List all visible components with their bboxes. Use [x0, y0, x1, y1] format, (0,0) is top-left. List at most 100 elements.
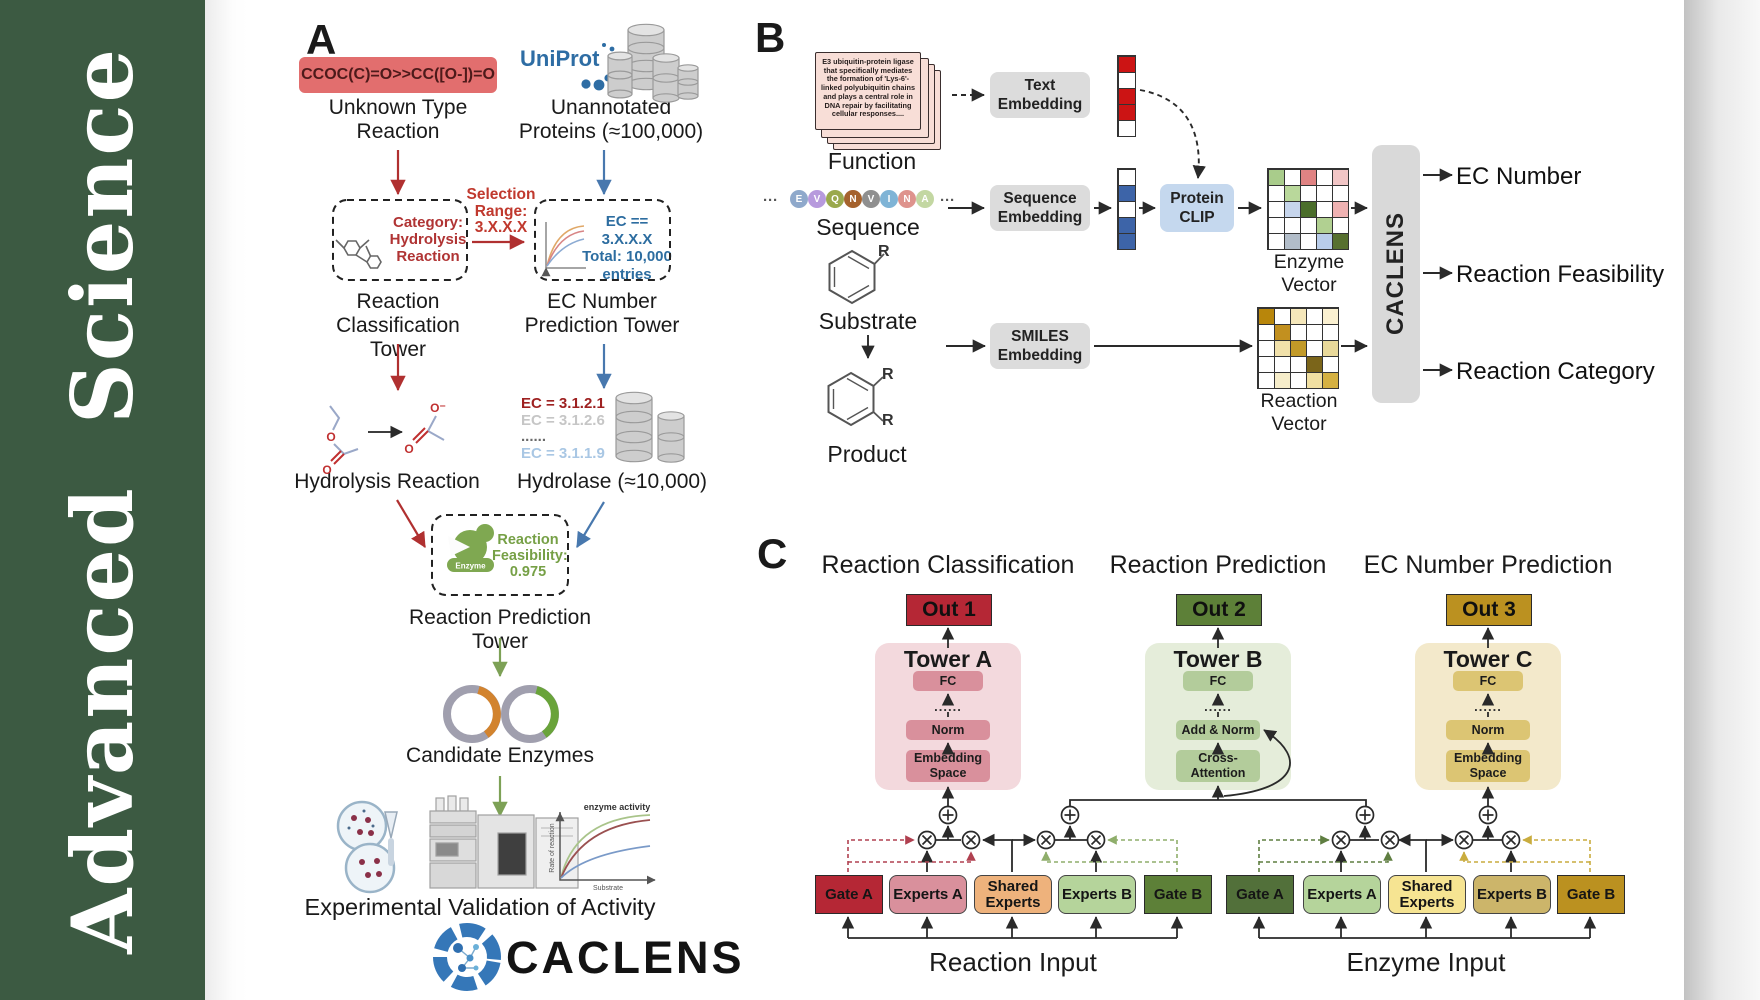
hydrolysis-reaction-label: Hydrolysis Reaction — [294, 470, 480, 493]
vector-cell — [1117, 216, 1136, 234]
journal-sidebar: Advanced Science — [0, 0, 205, 1000]
ec-candidate-line: EC = 3.1.1.9 — [521, 444, 605, 462]
tower-a-fc: FC — [913, 671, 983, 691]
vector-cell — [1117, 119, 1136, 137]
tower-c-title: Tower C — [1443, 646, 1533, 672]
residue-circle: V — [862, 190, 880, 208]
tower-c-dots: ...... — [1474, 699, 1502, 714]
selection-range-label: Selection Range: 3.X.X.X — [466, 186, 536, 236]
sequence-ellipsis-left: ··· — [763, 192, 778, 209]
reaction-vector-label: Reaction Vector — [1260, 390, 1338, 435]
grid-cell — [1315, 232, 1333, 250]
grid-cell — [1331, 232, 1349, 250]
vector-cell — [1117, 200, 1136, 218]
grid-cell — [1299, 216, 1317, 234]
caclens-model-bar: CACLENS — [1372, 145, 1420, 403]
grid-cell — [1289, 323, 1307, 341]
grid-cell — [1315, 168, 1333, 186]
tower-a-dots: ...... — [934, 699, 962, 714]
vector-cell — [1117, 55, 1136, 73]
grid-cell — [1283, 168, 1301, 186]
tower-a-title: Tower A — [903, 646, 993, 672]
reaction-prediction-tower-label: Reaction Prediction Tower — [408, 606, 592, 653]
tower-b-fc: FC — [1183, 671, 1253, 691]
enzyme-vector-grid — [1267, 168, 1349, 250]
tower-a-norm: Norm — [906, 720, 990, 740]
grid-cell — [1321, 323, 1339, 341]
ester-molecule-icon: O O — [322, 405, 359, 477]
grid-cell — [1273, 339, 1291, 357]
residue-circle: Q — [826, 190, 844, 208]
grid-cell — [1305, 355, 1323, 373]
grid-cell — [1321, 307, 1339, 325]
gate-a-box: Gate A — [815, 875, 883, 914]
grid-cell — [1283, 216, 1301, 234]
grid-cell — [1257, 339, 1275, 357]
tower-a-embedding-space: Embedding Space — [906, 750, 990, 782]
grid-cell — [1283, 232, 1301, 250]
substrate-label: Substrate — [818, 308, 918, 334]
sequence-ellipsis-right: ··· — [940, 192, 955, 209]
grid-cell — [1321, 339, 1339, 357]
enzyme-icon: Enzyme — [447, 524, 494, 572]
grid-cell — [1321, 355, 1339, 373]
benzene-substrate-icon — [828, 249, 885, 305]
tower-b-cross-attention: Cross- Attention — [1176, 750, 1260, 782]
gate-b-box: Gate B — [1557, 875, 1625, 914]
benzene-product-icon — [827, 371, 884, 427]
vector-cell — [1117, 71, 1136, 89]
svg-text:Enzyme: Enzyme — [455, 562, 486, 571]
grid-cell — [1331, 168, 1349, 186]
hplc-instrument-icon — [429, 795, 579, 889]
out1-box: Out 1 — [906, 594, 992, 626]
activity-plot-icon: enzyme activity Rate of reaction Substra… — [549, 802, 656, 892]
ec-candidate-line: EC = 3.1.2.1 — [521, 395, 605, 412]
grid-cell — [1315, 216, 1333, 234]
grid-cell — [1283, 184, 1301, 202]
unannotated-proteins-label: Unannotated Proteins (≈100,000) — [518, 96, 704, 143]
text-embedding-vector — [1117, 55, 1136, 137]
experts-a-box: Experts A — [889, 875, 967, 914]
output-ec-number: EC Number — [1456, 163, 1582, 190]
tower-b-dots: ...... — [1204, 699, 1232, 714]
grid-cell — [1267, 216, 1285, 234]
experts-b-box: Experts B — [1058, 875, 1136, 914]
plasmid-icon — [443, 685, 559, 743]
grid-cell — [1299, 232, 1317, 250]
validation-label: Experimental Validation of Activity — [304, 894, 656, 920]
database-icon — [607, 23, 699, 103]
grid-cell — [1273, 307, 1291, 325]
grid-cell — [1267, 184, 1285, 202]
residue-circle: N — [844, 190, 862, 208]
grid-cell — [1257, 307, 1275, 325]
svg-text:enzyme activity: enzyme activity — [584, 802, 651, 812]
classification-result-text: Category: Hydrolysis Reaction — [389, 214, 467, 265]
substituent-r-label: R — [882, 412, 894, 429]
panel-b-label: B — [755, 14, 786, 61]
svg-text:O: O — [404, 442, 413, 456]
grid-cell — [1273, 355, 1291, 373]
acetate-molecule-icon: O⁻ O — [404, 401, 446, 456]
output-reaction-category: Reaction Category — [1456, 358, 1655, 385]
molecule-squiggle-icon — [335, 239, 382, 269]
enzyme-vector-label: Enzyme Vector — [1273, 251, 1345, 296]
experts-b-box: Experts B — [1473, 875, 1551, 914]
gate-dashed-lines — [847, 835, 1591, 872]
grid-cell — [1321, 371, 1339, 389]
grid-cell — [1315, 200, 1333, 218]
panel-a-label: A — [306, 16, 337, 63]
ec-candidate-line: ...... — [521, 428, 547, 445]
grid-cell — [1299, 184, 1317, 202]
hydrolase-database-icon — [615, 391, 685, 463]
grid-cell — [1331, 184, 1349, 202]
residue-circle: V — [808, 190, 826, 208]
enzyme-input-label: Enzyme Input — [1346, 947, 1506, 977]
gate-b-box: Gate B — [1144, 875, 1212, 914]
sequence-embedding-vector — [1117, 168, 1136, 250]
shared-experts-box: Shared Experts — [1388, 875, 1466, 914]
vector-cell — [1117, 168, 1136, 186]
grid-cell — [1257, 323, 1275, 341]
page-edge-right — [1684, 0, 1760, 1000]
